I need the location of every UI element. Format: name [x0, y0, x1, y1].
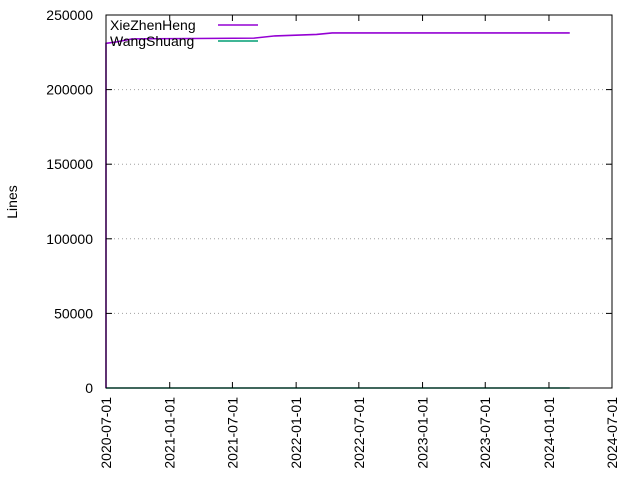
x-tick-label: 2023-07-01: [477, 397, 493, 469]
y-tick-label: 200000: [46, 82, 93, 98]
x-tick-label: 2022-01-01: [288, 397, 304, 469]
x-tick-label: 2021-07-01: [224, 397, 240, 469]
series-layer: [105, 32, 570, 389]
y-axis-label: Lines: [4, 185, 20, 218]
series-line-xiezhenheng: [105, 32, 570, 388]
y-tick-label: 150000: [46, 156, 93, 172]
x-tick-label: 2021-01-01: [162, 397, 178, 469]
y-tick-label: 100000: [46, 231, 93, 247]
legend-label: WangShuang: [110, 33, 194, 49]
grid-lines: [106, 89, 612, 314]
x-tick-label: 2020-07-01: [98, 397, 114, 469]
y-tick-label: 50000: [54, 305, 93, 321]
y-tick-label: 250000: [46, 7, 93, 23]
x-tick-label: 2024-01-01: [541, 397, 557, 469]
legend-label: XieZhenHeng: [110, 17, 196, 33]
y-axis: 0 50000 100000 150000 200000 250000: [46, 7, 612, 396]
x-axis: 2020-07-01 2021-01-01 2021-07-01 2022-01-01…: [98, 15, 620, 469]
plot-frame: [105, 14, 613, 389]
y-tick-label: 0: [85, 380, 93, 396]
x-tick-label: 2024-07-01: [604, 397, 620, 469]
x-tick-label: 2022-07-01: [351, 397, 367, 469]
x-tick-label: 2023-01-01: [415, 397, 431, 469]
